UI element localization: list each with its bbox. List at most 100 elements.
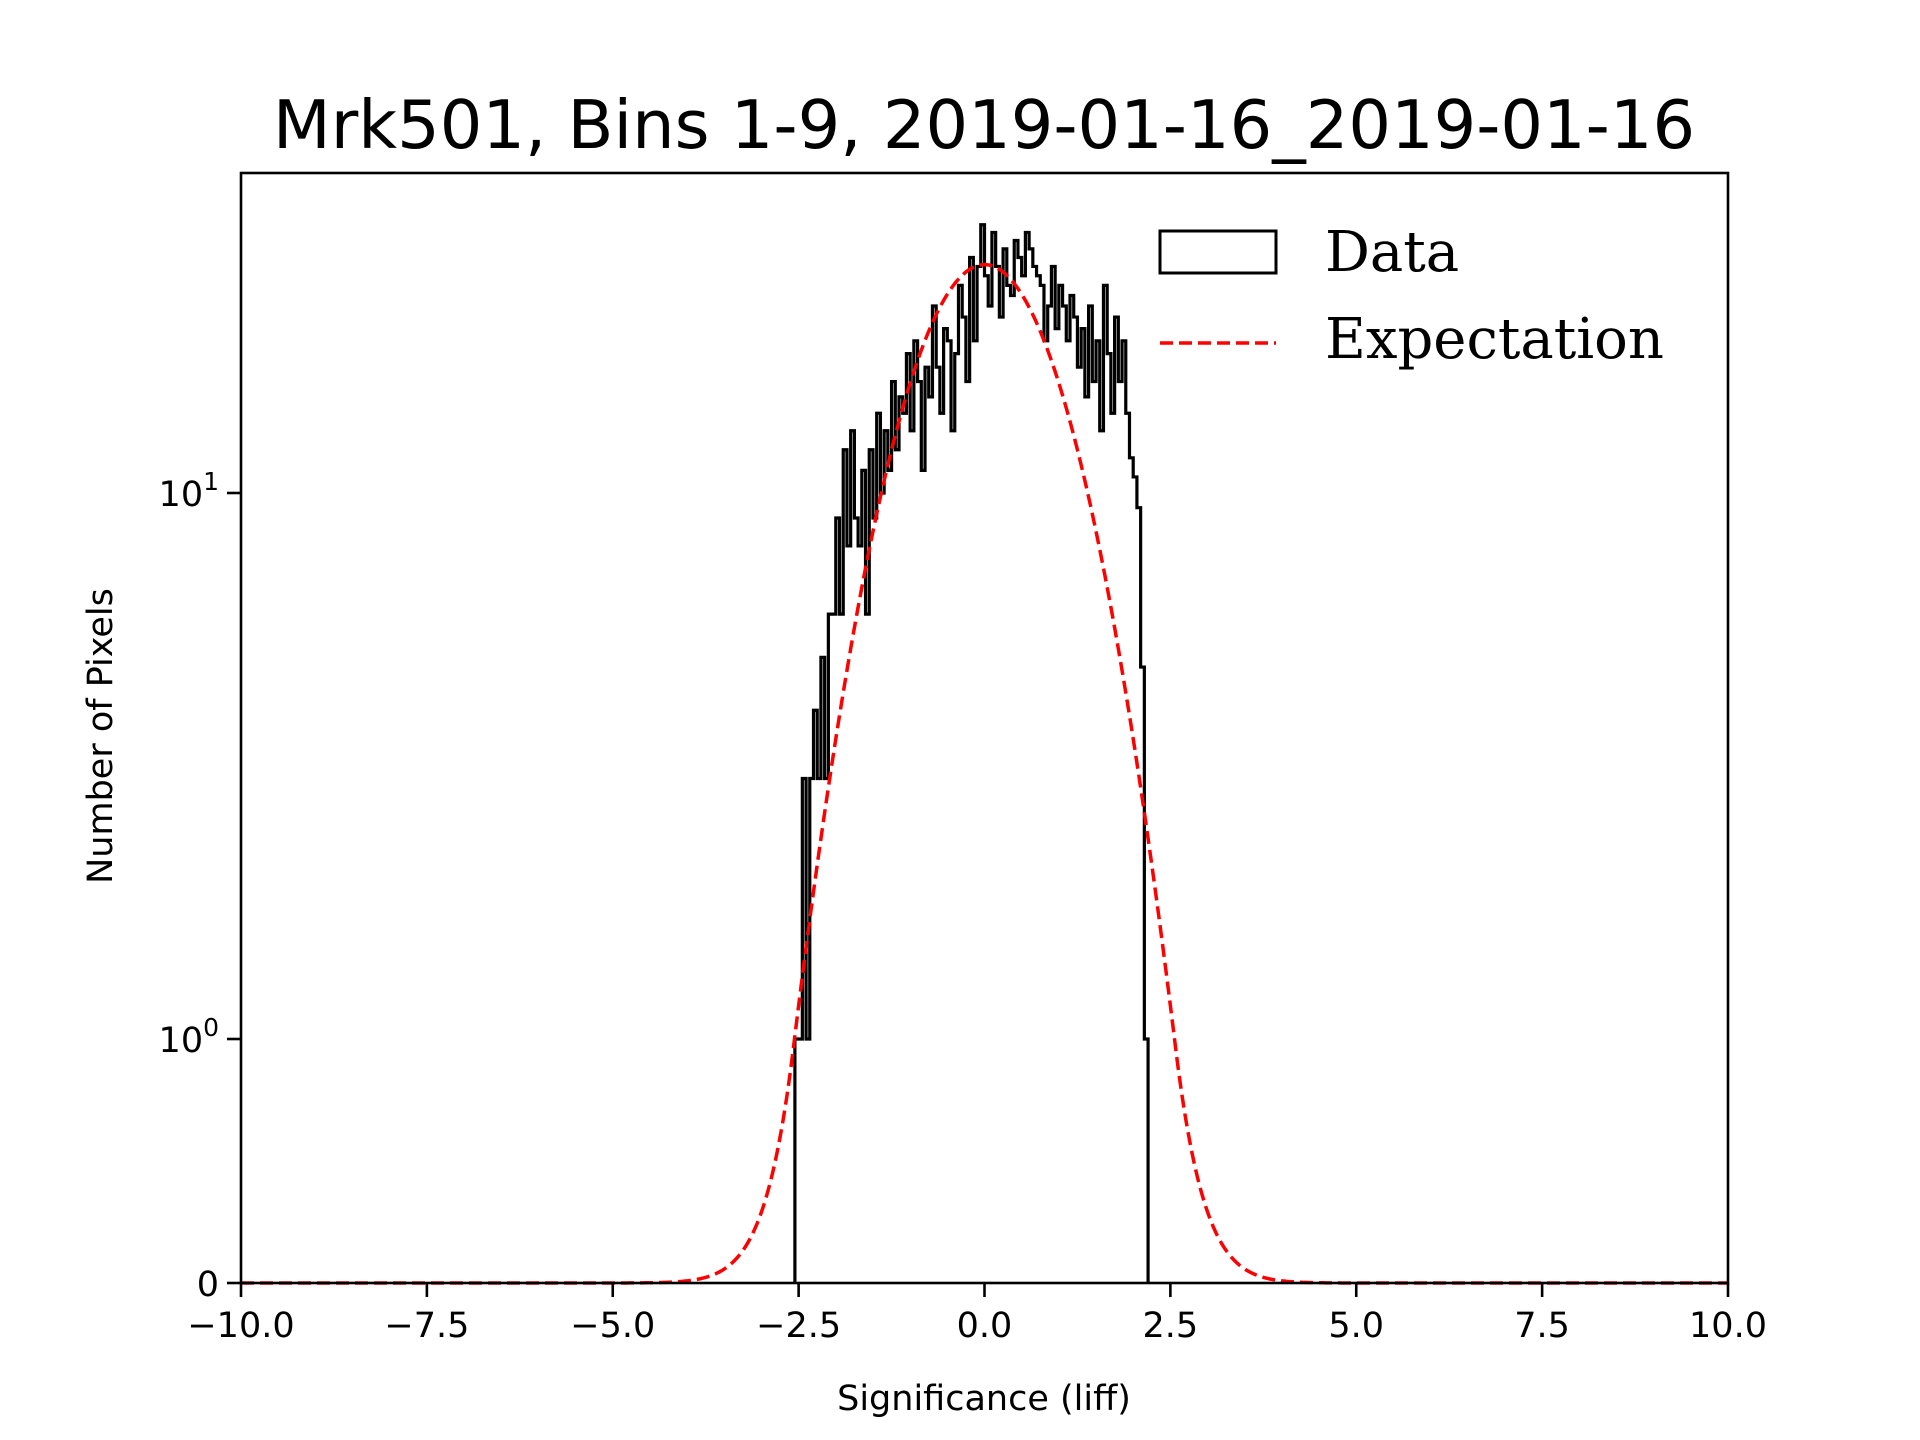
histogram-bin xyxy=(840,614,844,1283)
histogram-bin xyxy=(1048,306,1052,1283)
histogram-bin xyxy=(1122,341,1126,1283)
histogram-bin xyxy=(955,354,959,1283)
histogram-bin xyxy=(1040,285,1044,1283)
histogram-bin xyxy=(1055,329,1059,1283)
histogram-bin xyxy=(888,470,892,1283)
histogram-bin xyxy=(973,341,977,1283)
histogram-bin xyxy=(903,413,907,1283)
legend: Data Expectation xyxy=(1158,220,1664,372)
histogram-bin xyxy=(1014,241,1018,1283)
histogram-bin xyxy=(851,431,855,1283)
histogram-bin xyxy=(1003,249,1007,1283)
x-tick-label: 0.0 xyxy=(957,1306,1013,1346)
histogram-bin xyxy=(899,397,903,1283)
histogram-bin xyxy=(985,276,989,1283)
histogram-bin xyxy=(873,518,877,1283)
histogram-bin xyxy=(869,450,873,1283)
x-tick-label: 5.0 xyxy=(1328,1306,1384,1346)
histogram-bin xyxy=(821,657,825,1283)
histogram-bin xyxy=(981,225,985,1283)
legend-data-label: Data xyxy=(1325,220,1459,285)
histogram-bin xyxy=(992,232,996,1283)
histogram-bin xyxy=(962,317,966,1283)
legend-data-swatch xyxy=(1158,229,1278,275)
y-axis-ticks: 0 100 101 xyxy=(159,467,241,1305)
histogram-bin xyxy=(1085,397,1089,1283)
histogram-bin xyxy=(958,285,962,1283)
histogram-bin xyxy=(936,367,940,1283)
histogram-bin xyxy=(906,354,910,1283)
histogram-bin xyxy=(1126,413,1130,1283)
histogram-bin xyxy=(880,493,884,1283)
histogram-bin xyxy=(1133,477,1137,1283)
histogram-bin xyxy=(1081,329,1085,1283)
axes-frame xyxy=(239,171,1730,1285)
histogram-bin xyxy=(832,614,836,1283)
y-tick-label: 0 xyxy=(197,1265,219,1305)
x-tick-label: 2.5 xyxy=(1143,1306,1199,1346)
histogram-bin xyxy=(940,413,944,1283)
y-axis-label: Number of Pixels xyxy=(81,588,121,884)
histogram-bin xyxy=(825,778,829,1283)
histogram-bin xyxy=(858,546,862,1283)
histogram-bin xyxy=(921,470,925,1283)
histogram-bin xyxy=(1129,458,1133,1283)
histogram-bin xyxy=(944,329,948,1283)
histogram-bin xyxy=(1025,232,1029,1283)
histogram-bin xyxy=(929,397,933,1283)
y-tick-label: 100 xyxy=(159,1013,219,1061)
histogram-bin xyxy=(1089,306,1093,1283)
histogram-bin xyxy=(866,614,870,1283)
histogram-bin xyxy=(1051,266,1055,1283)
histogram-bin xyxy=(951,431,955,1283)
histogram-bin xyxy=(970,257,974,1283)
histogram-bin xyxy=(1074,317,1078,1283)
histogram-bin xyxy=(925,367,929,1283)
histogram-bin xyxy=(996,266,1000,1283)
histogram-bin xyxy=(910,431,914,1283)
histogram-bin xyxy=(877,413,881,1283)
x-axis-label: Significance (liff) xyxy=(837,1379,1131,1419)
histogram-bin xyxy=(1007,285,1011,1283)
histogram-bin xyxy=(1141,667,1145,1283)
histogram-bin xyxy=(1118,382,1122,1283)
histogram-bin xyxy=(1137,508,1141,1283)
histogram-bin xyxy=(1144,1039,1148,1283)
histogram-bin xyxy=(918,382,922,1283)
x-tick-label: 10.0 xyxy=(1689,1306,1767,1346)
histogram-bin xyxy=(884,431,888,1283)
histogram-bin xyxy=(1022,276,1026,1283)
histogram-bin xyxy=(1011,295,1015,1283)
histogram-bin xyxy=(836,518,840,1283)
histogram-bin xyxy=(795,1039,799,1283)
histogram-bin xyxy=(914,341,918,1283)
histogram-bin xyxy=(1070,295,1074,1283)
x-axis-ticks: −10.0 −7.5 −5.0 −2.5 0.0 2.5 5.0 7.5 10.0 xyxy=(187,1283,1767,1346)
histogram-bin xyxy=(1111,413,1115,1283)
histogram-bin xyxy=(947,341,951,1283)
histogram-bin xyxy=(999,317,1003,1283)
histogram-bin xyxy=(828,614,832,1283)
histogram-bin xyxy=(843,450,847,1283)
histogram-bin xyxy=(847,546,851,1283)
histogram-bin xyxy=(810,778,814,1283)
histogram-bin xyxy=(806,1039,810,1283)
histogram-bin xyxy=(1096,341,1100,1283)
histogram-bin xyxy=(1066,341,1070,1283)
x-tick-label: −7.5 xyxy=(384,1306,469,1346)
histogram-bin xyxy=(977,266,981,1283)
legend-expectation-label: Expectation xyxy=(1325,307,1664,372)
histogram-bin xyxy=(799,1039,803,1283)
x-tick-label: 7.5 xyxy=(1514,1306,1570,1346)
histogram-bin xyxy=(1077,367,1081,1283)
x-tick-label: −10.0 xyxy=(187,1306,294,1346)
histogram-bin xyxy=(1103,285,1107,1283)
histogram-bin xyxy=(1115,317,1119,1283)
histogram-bin xyxy=(1029,249,1033,1283)
chart-title: Mrk501, Bins 1-9, 2019-01-16_2019-01-16 xyxy=(273,86,1695,164)
x-tick-label: −2.5 xyxy=(756,1306,841,1346)
histogram-bin xyxy=(1033,266,1037,1283)
histogram-bin xyxy=(1107,354,1111,1283)
x-tick-label: −5.0 xyxy=(570,1306,655,1346)
